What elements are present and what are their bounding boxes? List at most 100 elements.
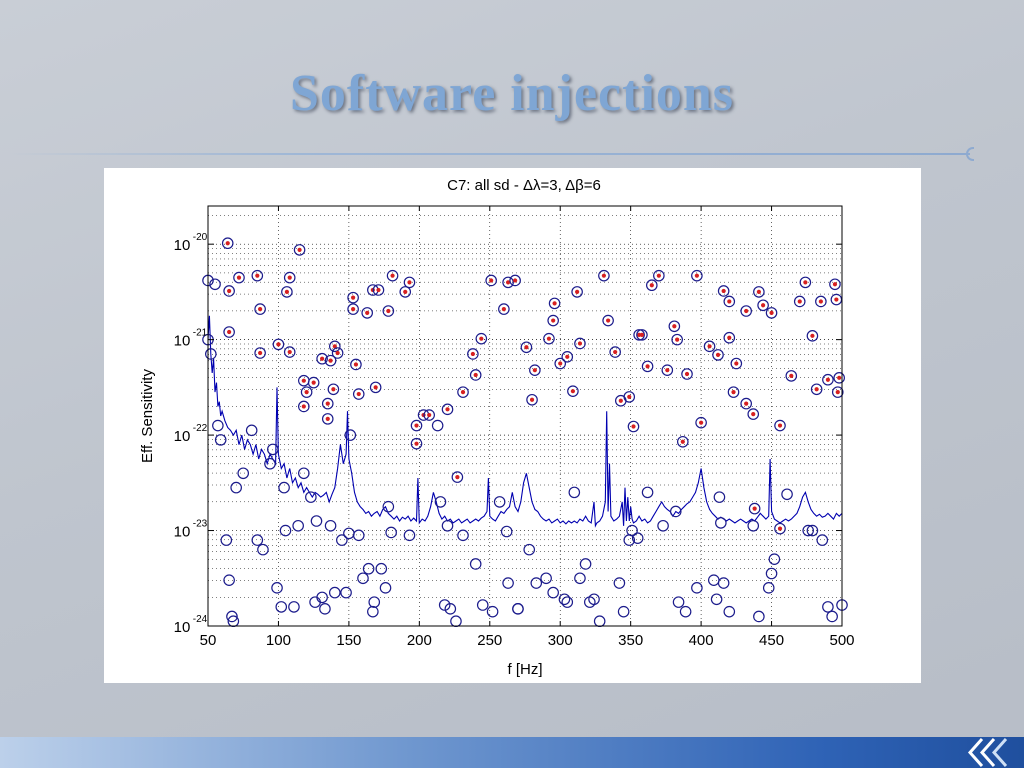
open-circle-marker — [558, 593, 571, 606]
open-circle-marker — [502, 577, 514, 589]
open-circle-marker — [343, 527, 355, 540]
detected-dot-marker — [551, 318, 556, 323]
detected-circle-marker — [298, 400, 310, 413]
open-circle-marker — [403, 529, 416, 542]
detected-circle-marker — [765, 307, 778, 319]
open-circle-marker — [469, 558, 482, 570]
detected-dot-marker — [297, 247, 302, 253]
detected-dot-marker — [276, 342, 281, 347]
detected-dot-marker — [613, 349, 618, 355]
detected-circle-marker — [347, 291, 359, 304]
open-circle-marker — [319, 603, 331, 615]
y-tick-exponent: -20 — [193, 232, 208, 243]
open-circle-marker — [707, 574, 720, 586]
open-circle-marker — [493, 496, 506, 508]
detected-circle-marker — [324, 354, 337, 367]
open-circle-marker — [579, 558, 592, 570]
detected-dot-marker — [761, 303, 766, 308]
detected-dot-marker — [513, 278, 518, 283]
detected-dot-marker — [301, 404, 306, 409]
detected-circle-marker — [810, 383, 823, 396]
open-circle-marker — [457, 529, 469, 542]
open-circle-marker — [512, 603, 524, 615]
detected-dot-marker — [656, 273, 661, 278]
open-circle-marker — [309, 596, 321, 608]
open-circle-marker — [275, 601, 288, 613]
open-circle-marker — [251, 534, 264, 546]
detected-circle-marker — [475, 332, 488, 345]
detected-dot-marker — [386, 308, 391, 314]
detected-circle-marker — [347, 303, 359, 315]
open-circle-marker — [816, 534, 829, 546]
detected-dot-marker — [672, 324, 677, 329]
detected-circle-marker — [645, 279, 658, 292]
detected-dot-marker — [818, 299, 823, 304]
detected-circle-marker — [653, 269, 665, 282]
detected-dot-marker — [727, 299, 732, 304]
detected-dot-marker — [427, 412, 432, 418]
open-circle-marker — [762, 582, 775, 594]
detected-circle-marker — [410, 419, 423, 432]
detected-dot-marker — [832, 282, 838, 287]
open-circle-marker — [444, 603, 457, 615]
detected-circle-marker — [822, 373, 834, 386]
open-circle-marker — [672, 596, 685, 608]
detected-dot-marker — [835, 390, 840, 395]
open-circle-marker — [362, 562, 375, 575]
open-circle-marker — [641, 486, 654, 499]
detected-dot-marker — [236, 275, 242, 280]
detected-dot-marker — [825, 377, 831, 382]
detected-dot-marker — [777, 423, 783, 428]
detected-dot-marker — [328, 358, 333, 363]
open-circle-marker — [781, 488, 793, 501]
detected-dot-marker — [301, 378, 306, 383]
detected-dot-marker — [684, 371, 690, 377]
detected-dot-marker — [258, 306, 263, 312]
detected-circle-marker — [785, 370, 798, 382]
detected-circle-marker — [681, 368, 693, 380]
open-circle-marker — [230, 481, 242, 494]
open-circle-marker — [568, 486, 581, 499]
detected-dot-marker — [351, 295, 356, 300]
detected-dot-marker — [777, 526, 783, 531]
detected-dot-marker — [320, 356, 325, 361]
detected-circle-marker — [272, 338, 285, 351]
open-circle-marker — [292, 519, 304, 532]
detected-dot-marker — [529, 397, 535, 402]
detected-dot-marker — [552, 301, 557, 306]
detected-dot-marker — [789, 373, 794, 379]
open-circle-marker — [344, 429, 357, 441]
open-circle-marker — [669, 505, 682, 518]
open-circle-marker — [226, 610, 238, 623]
detected-circle-marker — [223, 285, 235, 297]
open-circle-marker — [806, 524, 819, 537]
detected-circle-marker — [623, 391, 636, 403]
open-circle-marker — [434, 496, 447, 508]
open-circle-marker — [310, 515, 323, 527]
open-circle-marker — [245, 424, 258, 437]
open-circle-marker — [768, 553, 781, 565]
x-tick-label: 500 — [829, 632, 854, 649]
open-circle-marker — [382, 500, 395, 513]
detected-circle-marker — [529, 364, 541, 376]
detected-dot-marker — [258, 350, 263, 356]
detected-dot-marker — [680, 439, 685, 444]
open-circle-marker — [431, 419, 444, 432]
open-circle-marker — [657, 519, 669, 532]
detected-dot-marker — [332, 344, 337, 349]
detected-dot-marker — [304, 390, 309, 395]
detected-dot-marker — [675, 337, 680, 342]
chart-title: C7: all sd - Δλ=3, Δβ=6 — [447, 177, 601, 194]
open-circle-marker — [329, 586, 341, 599]
detected-dot-marker — [479, 336, 484, 341]
open-circle-marker — [822, 601, 834, 613]
detected-circle-marker — [717, 285, 730, 297]
detected-dot-marker — [470, 351, 475, 357]
detected-dot-marker — [365, 310, 370, 316]
detected-circle-marker — [833, 372, 845, 384]
detected-dot-marker — [606, 318, 611, 323]
detected-dot-marker — [376, 287, 381, 293]
open-circle-marker — [209, 278, 221, 291]
detected-dot-marker — [631, 424, 636, 429]
detected-circle-marker — [676, 435, 689, 448]
